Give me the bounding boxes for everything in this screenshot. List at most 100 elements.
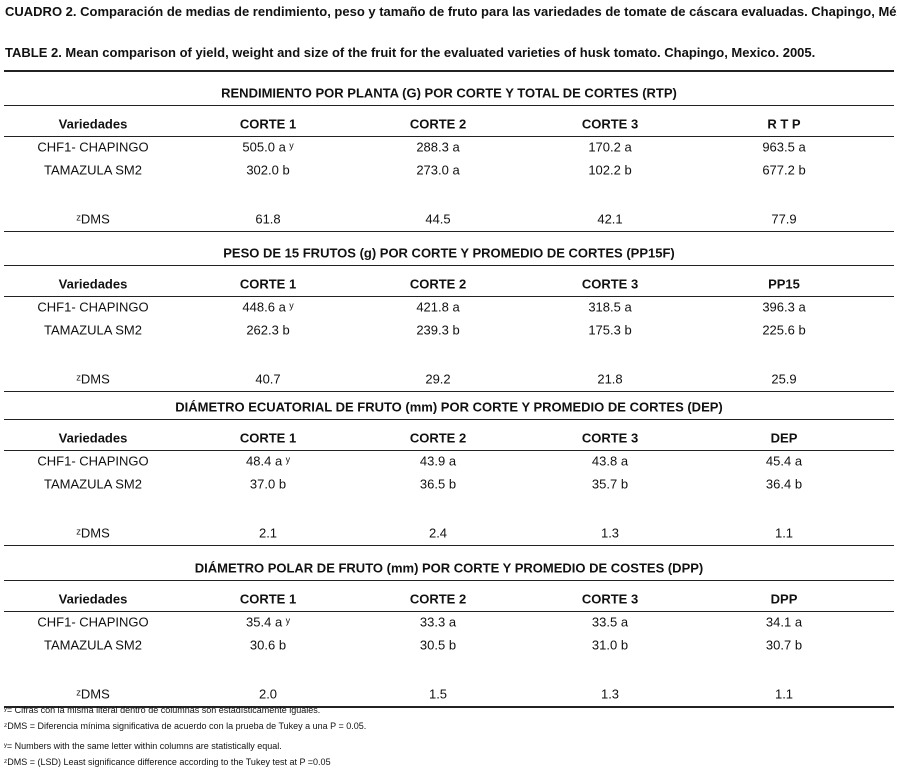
column-header: Variedades xyxy=(58,276,128,292)
row-label: ᶻDMS xyxy=(76,686,110,702)
row-label: TAMAZULA SM2 xyxy=(43,322,143,338)
cell: 396.3 a xyxy=(762,299,806,315)
rule xyxy=(4,231,894,232)
cell: 25.9 xyxy=(771,371,797,387)
row-label: CHF1- CHAPINGO xyxy=(37,614,149,630)
cell: 175.3 b xyxy=(588,322,632,338)
caption-es: CUADRO 2. Comparación de medias de rendi… xyxy=(5,4,897,20)
cell: 102.2 b xyxy=(588,162,632,178)
rule xyxy=(4,136,894,137)
cell: 40.7 xyxy=(255,371,281,387)
row-label: ᶻDMS xyxy=(76,211,110,227)
cell: 225.6 b xyxy=(762,322,806,338)
section-title: RENDIMIENTO POR PLANTA (G) POR CORTE Y T… xyxy=(221,85,677,101)
footnote: ᶻDMS = (LSD) Least significance differen… xyxy=(4,757,331,767)
column-header: DPP xyxy=(770,591,798,607)
rule xyxy=(4,70,894,72)
column-header: CORTE 3 xyxy=(581,276,639,292)
cell: 30.7 b xyxy=(765,637,803,653)
cell: 2.0 xyxy=(258,686,278,702)
cell: 77.9 xyxy=(771,211,797,227)
cell: 43.8 a xyxy=(591,453,629,469)
rule xyxy=(4,419,894,420)
cell: 963.5 a xyxy=(762,139,806,155)
cell: 45.4 a xyxy=(765,453,803,469)
column-header: CORTE 1 xyxy=(239,116,297,132)
footnote: ʸ= Cifras con la misma literal dentro de… xyxy=(4,705,321,715)
footnote: ʸ= Numbers with the same letter within c… xyxy=(4,741,282,751)
cell: 31.0 b xyxy=(591,637,629,653)
cell: 677.2 b xyxy=(762,162,806,178)
rule xyxy=(4,105,894,106)
cell: 1.5 xyxy=(428,686,448,702)
cell: 170.2 a xyxy=(588,139,632,155)
cell: 36.5 b xyxy=(419,476,457,492)
cell: 48.4 a ʸ xyxy=(246,453,290,469)
cell: 318.5 a xyxy=(588,299,632,315)
column-header: Variedades xyxy=(58,591,128,607)
caption-label: CUADRO 2. xyxy=(5,4,77,19)
cell: 36.4 b xyxy=(765,476,803,492)
column-header: R T P xyxy=(767,116,801,132)
rule xyxy=(4,450,894,451)
cell: 43.9 a xyxy=(419,453,457,469)
section-title: DIÁMETRO POLAR DE FRUTO (mm) POR CORTE Y… xyxy=(194,560,704,576)
column-header: CORTE 3 xyxy=(581,116,639,132)
rule xyxy=(4,391,894,392)
section-title: DIÁMETRO ECUATORIAL DE FRUTO (mm) POR CO… xyxy=(175,399,723,415)
cell: 35.7 b xyxy=(591,476,629,492)
column-header: CORTE 2 xyxy=(409,116,467,132)
row-label: TAMAZULA SM2 xyxy=(43,476,143,492)
row-label: TAMAZULA SM2 xyxy=(43,637,143,653)
cell: 1.1 xyxy=(774,686,794,702)
rule xyxy=(4,296,894,297)
column-header: Variedades xyxy=(58,116,128,132)
rule xyxy=(4,265,894,266)
row-label: ᶻDMS xyxy=(76,371,110,387)
cell: 1.3 xyxy=(600,525,620,541)
cell: 61.8 xyxy=(255,211,281,227)
cell: 505.0 a ʸ xyxy=(242,139,294,155)
row-label: TAMAZULA SM2 xyxy=(43,162,143,178)
section-title: PESO DE 15 FRUTOS (g) POR CORTE Y PROMED… xyxy=(223,245,675,261)
cell: 33.3 a xyxy=(419,614,457,630)
cell: 2.1 xyxy=(258,525,278,541)
cell: 1.3 xyxy=(600,686,620,702)
cell: 239.3 b xyxy=(416,322,460,338)
cell: 37.0 b xyxy=(249,476,287,492)
column-header: CORTE 1 xyxy=(239,430,297,446)
cell: 30.5 b xyxy=(419,637,457,653)
column-header: Variedades xyxy=(58,430,128,446)
cell: 21.8 xyxy=(597,371,623,387)
rule xyxy=(4,706,894,708)
cell: 42.1 xyxy=(597,211,623,227)
rule xyxy=(4,545,894,546)
cell: 29.2 xyxy=(425,371,451,387)
cell: 1.1 xyxy=(774,525,794,541)
cell: 448.6 a ʸ xyxy=(242,299,294,315)
column-header: CORTE 1 xyxy=(239,276,297,292)
cell: 421.8 a xyxy=(416,299,460,315)
cell: 33.5 a xyxy=(591,614,629,630)
cell: 262.3 b xyxy=(246,322,290,338)
column-header: CORTE 2 xyxy=(409,276,467,292)
column-header: PP15 xyxy=(768,276,800,292)
cell: 288.3 a xyxy=(416,139,460,155)
caption-en: TABLE 2. Mean comparison of yield, weigh… xyxy=(5,45,816,60)
caption-text: Comparación de medias de rendimiento, pe… xyxy=(80,4,897,19)
cell: 44.5 xyxy=(425,211,451,227)
cell: 30.6 b xyxy=(249,637,287,653)
column-header: CORTE 2 xyxy=(409,591,467,607)
column-header: CORTE 2 xyxy=(409,430,467,446)
row-label: CHF1- CHAPINGO xyxy=(37,299,149,315)
cell: 302.0 b xyxy=(246,162,290,178)
cell: 2.4 xyxy=(428,525,448,541)
footnote: ᶻDMS = Diferencia mínima significativa d… xyxy=(4,721,367,731)
column-header: CORTE 3 xyxy=(581,430,639,446)
cell: 34.1 a xyxy=(765,614,803,630)
cell: 35.4 a ʸ xyxy=(246,614,290,630)
column-header: CORTE 1 xyxy=(239,591,297,607)
column-header: DEP xyxy=(770,430,798,446)
row-label: CHF1- CHAPINGO xyxy=(37,139,149,155)
